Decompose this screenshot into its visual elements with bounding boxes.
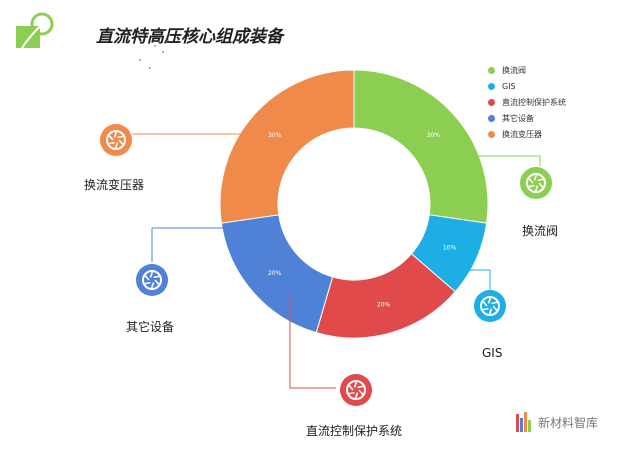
watermark-logo-icon [516, 412, 532, 432]
legend-swatch [488, 130, 495, 138]
legend-swatch [488, 66, 495, 74]
legend-swatch [488, 98, 495, 106]
slice-label-transformer: 30% [268, 132, 282, 139]
watermark: 新材料智库 [516, 412, 598, 432]
slice-label-valve: 30% [427, 132, 441, 139]
decorative-dot [149, 67, 151, 69]
callout-icon-control [340, 374, 372, 406]
callout-leader-line [470, 155, 541, 166]
callout-label-other: 其它设备 [126, 320, 175, 334]
chart-legend: 换流阀 GIS 直流控制保护系统 其它设备 换流变压器 [488, 62, 566, 142]
logo-icon [16, 12, 54, 49]
legend-item-control: 直流控制保护系统 [488, 94, 566, 110]
decorative-dot [154, 45, 156, 47]
legend-item-valve: 换流阀 [488, 62, 566, 78]
callout-icon-other [136, 264, 168, 296]
slice-transformer [219, 69, 355, 224]
callout-label-transformer: 换流变压器 [84, 178, 145, 192]
legend-item-other: 其它设备 [488, 110, 566, 126]
legend-swatch [488, 114, 495, 122]
legend-item-transformer: 换流变压器 [488, 126, 566, 142]
decorative-dot [139, 59, 141, 61]
legend-swatch [488, 82, 495, 90]
callout-leader-line [456, 269, 491, 290]
callout-icon-transformer [100, 124, 132, 156]
slice-label-other: 20% [268, 270, 282, 277]
legend-label: 其它设备 [502, 113, 534, 123]
legend-label: 直流控制保护系统 [502, 97, 566, 107]
legend-item-gis: GIS [488, 78, 566, 94]
legend-label: GIS [502, 81, 516, 91]
decorative-dot [162, 51, 164, 53]
slice-label-control: 20% [377, 302, 391, 309]
callout-leader-line [289, 296, 336, 389]
legend-label: 换流阀 [502, 65, 526, 75]
callout-leader-line [151, 227, 226, 262]
slice-label-gis: 10% [443, 245, 457, 252]
slice-valve [353, 69, 489, 224]
callout-icon-gis [474, 290, 506, 322]
watermark-text: 新材料智库 [538, 415, 599, 430]
legend-label: 换流变压器 [502, 129, 542, 139]
callout-label-control: 直流控制保护系统 [306, 424, 403, 438]
decorative-dot [167, 39, 169, 41]
callout-label-valve: 换流阀 [522, 224, 559, 238]
page-title: 直流特高压核心组成装备 [96, 27, 283, 47]
callout-icon-valve [520, 167, 552, 199]
callout-label-gis: GIS [482, 346, 503, 360]
